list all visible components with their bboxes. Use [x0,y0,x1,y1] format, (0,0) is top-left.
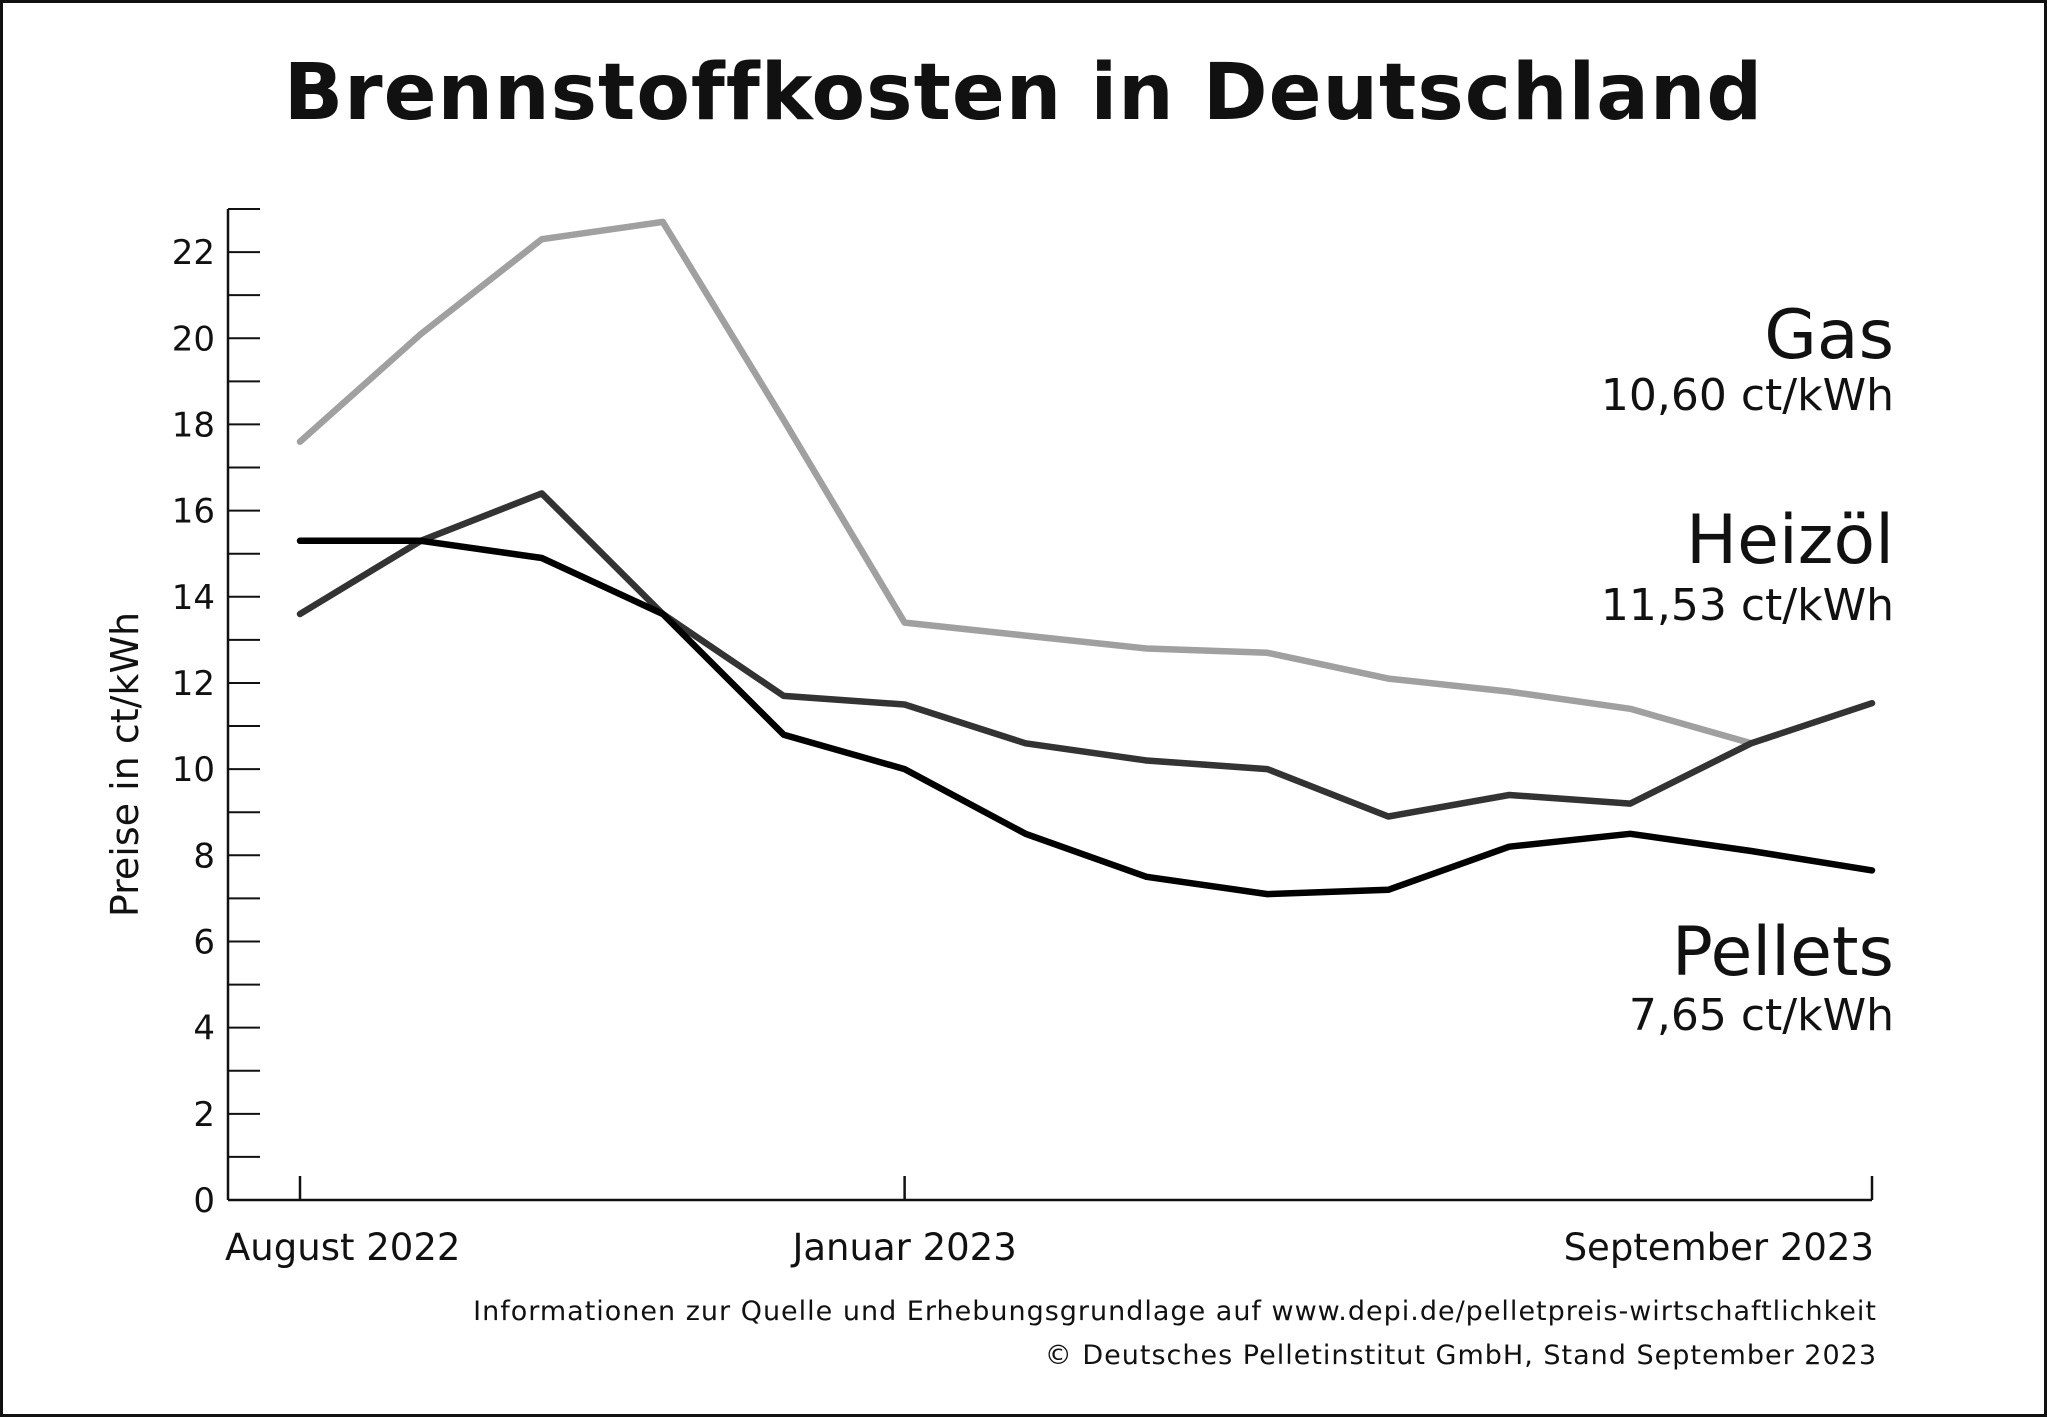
y-tick-label: 16 [172,492,215,532]
y-tick-label: 8 [193,836,215,876]
x-tick-label: Januar 2023 [790,1226,1016,1269]
x-tick-label: September 2023 [1564,1226,1874,1269]
series-line-gas [296,218,1755,747]
series-value-pellets: 7,65 ct/kWh [1629,990,1894,1041]
y-tick-label: 6 [193,922,215,962]
source-note: Informationen zur Quelle und Erhebungsgr… [473,1296,1877,1327]
series-label-heizl: Heizöl [1686,501,1894,580]
y-tick-label: 14 [172,578,215,618]
series-value-gas: 10,60 ct/kWh [1601,370,1894,421]
copyright-note: © Deutsches Pelletinstitut GmbH, Stand S… [1044,1340,1877,1371]
chart-title: Brennstoffkosten in Deutschland [283,48,1764,138]
y-tick-label: 22 [172,233,215,273]
y-tick-label: 0 [193,1181,215,1221]
series-label-gas: Gas [1764,296,1894,375]
x-tick-label: August 2022 [225,1226,460,1269]
y-tick-label: 18 [172,405,215,445]
y-tick-label: 12 [172,664,215,704]
series-line-pellets [296,537,1876,898]
series-value-heizl: 11,53 ct/kWh [1601,580,1894,631]
y-tick-label: 2 [193,1095,215,1135]
y-axis-label: Preise in ct/kWh [103,612,147,917]
y-tick-label: 4 [193,1009,215,1049]
series-label-pellets: Pellets [1672,913,1894,992]
series-line-heizl [296,490,1876,820]
y-tick-label: 10 [172,750,215,790]
y-tick-label: 20 [172,319,215,359]
